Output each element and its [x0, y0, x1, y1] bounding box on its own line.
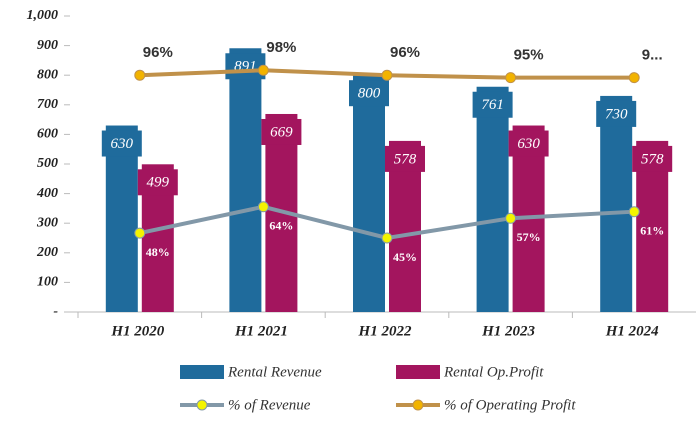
- marker: [505, 212, 517, 224]
- bar-label: 499: [147, 175, 170, 191]
- marker: [134, 227, 146, 239]
- marker: [257, 64, 269, 76]
- marker: [257, 201, 269, 213]
- y-tick-label: 600: [37, 127, 58, 142]
- y-tick-label: 500: [37, 156, 58, 171]
- label-box: [261, 118, 302, 145]
- legend-label: % of Revenue: [228, 397, 311, 413]
- y-tick-label: 700: [37, 97, 58, 112]
- y-tick-label: 300: [36, 215, 58, 230]
- bar: [476, 86, 509, 312]
- bar-label: 578: [641, 151, 664, 167]
- legend-marker: [412, 399, 424, 411]
- line-label: 61%: [640, 223, 664, 237]
- y-tick-label: 400: [36, 186, 58, 201]
- label-box: [596, 100, 637, 127]
- line-label: 96%: [390, 44, 420, 61]
- marker: [134, 69, 146, 81]
- x-tick-label: H1 2020: [110, 323, 164, 339]
- label-box: [472, 91, 513, 118]
- bar: [229, 48, 262, 312]
- marker: [628, 72, 640, 84]
- legend-swatch: [396, 365, 440, 379]
- label-box: [225, 53, 266, 80]
- marker: [381, 69, 393, 81]
- bar-label: 730: [605, 106, 628, 122]
- line-label: 48%: [146, 245, 170, 259]
- legend-swatch: [180, 365, 224, 379]
- y-tick-label: 200: [36, 245, 58, 260]
- line-label: 95%: [514, 47, 544, 64]
- legend-label: Rental Revenue: [227, 364, 322, 380]
- legend-label: % of Operating Profit: [444, 397, 576, 413]
- bar-label: 630: [111, 136, 134, 152]
- label-box: [137, 169, 178, 196]
- y-tick-label: -: [53, 304, 58, 319]
- line-label: 45%: [393, 250, 417, 264]
- legend-marker: [196, 399, 208, 411]
- label-box: [349, 80, 389, 107]
- bar-label: 669: [270, 124, 293, 140]
- y-tick-label: 900: [37, 38, 58, 53]
- y-tick-label: 800: [37, 67, 58, 82]
- bar: [353, 75, 385, 312]
- label-box: [101, 130, 142, 157]
- legend-label: Rental Op.Profit: [443, 364, 544, 380]
- line-label: 98%: [266, 39, 296, 56]
- bar-label: 761: [481, 97, 504, 113]
- label-box: [508, 130, 549, 157]
- y-tick-label: 1,000: [27, 8, 59, 23]
- x-tick-label: H1 2021: [234, 323, 288, 339]
- marker: [628, 206, 640, 218]
- bar-label: 630: [517, 136, 540, 152]
- x-tick-label: H1 2023: [481, 323, 535, 339]
- label-box: [385, 145, 425, 172]
- marker: [381, 232, 393, 244]
- bar-label: 800: [358, 86, 381, 102]
- bar: [600, 95, 633, 312]
- x-tick-label: H1 2022: [358, 323, 412, 339]
- label-box: [632, 145, 673, 172]
- line-label: 9...: [642, 47, 663, 64]
- x-tick-label: H1 2024: [605, 323, 659, 339]
- line-label: 57%: [517, 230, 541, 244]
- y-tick-label: 100: [37, 275, 58, 290]
- bar: [105, 125, 138, 313]
- line-label: 64%: [269, 219, 293, 233]
- line-label: 96%: [143, 44, 173, 61]
- bar-label: 578: [394, 151, 417, 167]
- marker: [505, 72, 517, 84]
